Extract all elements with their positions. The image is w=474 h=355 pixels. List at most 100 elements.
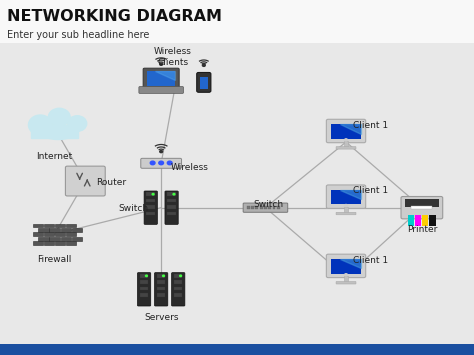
FancyBboxPatch shape [174,293,182,297]
FancyBboxPatch shape [331,259,361,274]
Text: Switch: Switch [118,204,149,213]
FancyBboxPatch shape [49,228,60,232]
Text: Client 1: Client 1 [353,121,388,130]
FancyBboxPatch shape [143,68,179,89]
FancyBboxPatch shape [139,87,183,93]
FancyBboxPatch shape [260,206,263,209]
FancyBboxPatch shape [174,280,182,284]
FancyBboxPatch shape [255,206,258,209]
FancyBboxPatch shape [147,71,175,86]
FancyBboxPatch shape [65,166,105,196]
FancyBboxPatch shape [44,224,54,227]
FancyBboxPatch shape [38,228,48,232]
FancyBboxPatch shape [0,0,474,43]
Circle shape [345,139,347,141]
Circle shape [160,151,163,153]
Text: Servers: Servers [144,313,178,322]
FancyBboxPatch shape [273,206,275,209]
FancyBboxPatch shape [336,212,356,215]
FancyBboxPatch shape [172,273,185,306]
FancyBboxPatch shape [141,158,182,168]
FancyBboxPatch shape [38,237,48,241]
FancyBboxPatch shape [140,293,148,297]
FancyBboxPatch shape [66,233,76,236]
Ellipse shape [28,115,52,135]
FancyBboxPatch shape [144,191,157,224]
Text: Wireless
Clients: Wireless Clients [154,47,192,67]
Circle shape [345,274,347,276]
FancyBboxPatch shape [44,233,54,236]
Text: Client 1: Client 1 [353,186,388,195]
FancyBboxPatch shape [55,224,65,227]
FancyBboxPatch shape [251,206,254,209]
FancyBboxPatch shape [137,273,151,306]
Circle shape [345,204,347,207]
FancyBboxPatch shape [33,241,43,245]
Polygon shape [339,124,361,133]
FancyBboxPatch shape [411,206,432,209]
Circle shape [173,193,175,195]
FancyBboxPatch shape [61,228,71,232]
FancyBboxPatch shape [429,215,436,226]
FancyBboxPatch shape [155,273,168,306]
FancyBboxPatch shape [264,206,267,209]
Circle shape [159,161,164,165]
Circle shape [167,161,172,165]
Text: Router: Router [96,178,127,187]
FancyBboxPatch shape [157,280,165,284]
FancyBboxPatch shape [336,147,356,149]
FancyBboxPatch shape [326,185,365,208]
FancyBboxPatch shape [174,287,182,290]
Circle shape [163,275,164,277]
FancyBboxPatch shape [61,237,71,241]
FancyBboxPatch shape [167,212,176,215]
FancyBboxPatch shape [55,233,65,236]
FancyBboxPatch shape [174,274,182,278]
FancyBboxPatch shape [167,192,176,196]
FancyBboxPatch shape [0,344,474,355]
FancyBboxPatch shape [44,241,54,245]
Circle shape [160,63,163,65]
FancyBboxPatch shape [415,215,421,226]
FancyBboxPatch shape [72,237,82,241]
FancyBboxPatch shape [55,241,65,245]
FancyBboxPatch shape [422,215,428,226]
FancyBboxPatch shape [31,128,78,138]
Circle shape [180,275,182,277]
FancyBboxPatch shape [33,224,43,227]
FancyBboxPatch shape [33,233,43,236]
FancyBboxPatch shape [157,274,165,278]
FancyBboxPatch shape [157,287,165,290]
Polygon shape [339,259,361,268]
FancyBboxPatch shape [243,203,288,212]
FancyBboxPatch shape [165,191,178,224]
FancyBboxPatch shape [336,282,356,284]
FancyBboxPatch shape [408,215,414,226]
FancyBboxPatch shape [200,77,208,89]
FancyBboxPatch shape [167,205,176,209]
FancyBboxPatch shape [344,207,348,213]
FancyBboxPatch shape [326,254,365,278]
FancyBboxPatch shape [140,287,148,290]
FancyBboxPatch shape [344,276,348,283]
FancyBboxPatch shape [331,190,361,204]
Text: Firewall: Firewall [37,255,72,264]
Ellipse shape [48,108,70,126]
FancyBboxPatch shape [157,293,165,297]
Text: Printer: Printer [407,225,437,234]
Ellipse shape [41,125,76,140]
FancyBboxPatch shape [49,237,60,241]
FancyBboxPatch shape [66,224,76,227]
Text: Enter your sub headline here: Enter your sub headline here [7,30,149,40]
Ellipse shape [68,116,87,131]
FancyBboxPatch shape [146,205,155,209]
FancyBboxPatch shape [146,199,155,202]
Text: Wireless: Wireless [171,163,209,171]
FancyBboxPatch shape [66,241,76,245]
FancyBboxPatch shape [197,72,211,92]
FancyBboxPatch shape [405,200,439,207]
FancyBboxPatch shape [268,206,271,209]
FancyBboxPatch shape [146,212,155,215]
Text: Internet: Internet [36,152,73,161]
FancyBboxPatch shape [72,228,82,232]
